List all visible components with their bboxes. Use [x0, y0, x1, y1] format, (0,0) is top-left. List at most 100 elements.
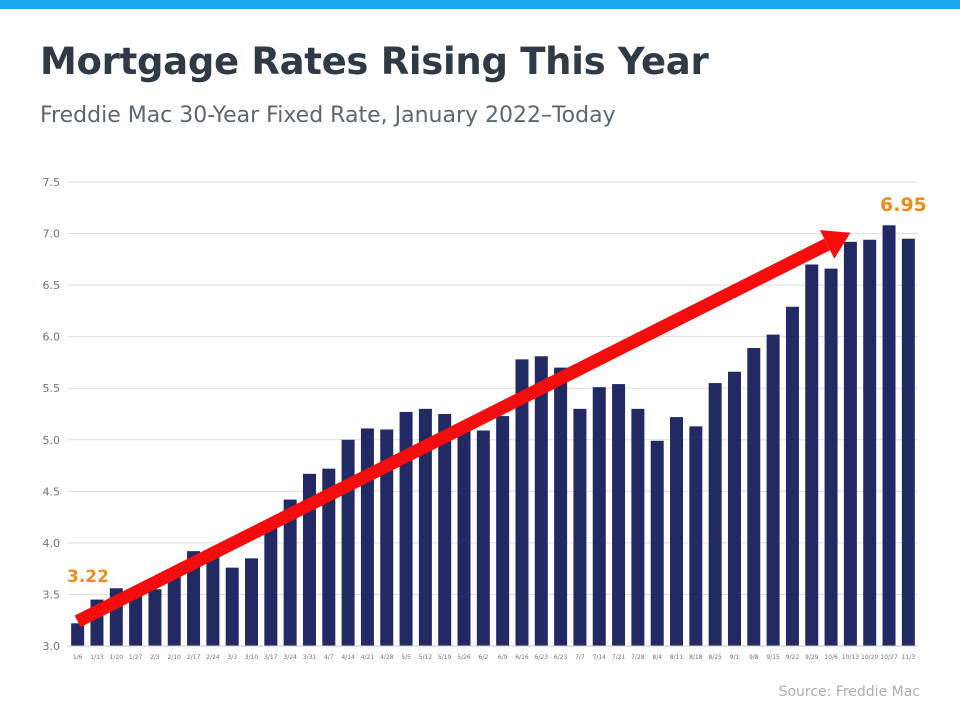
- x-tick-label: 5/5: [401, 654, 411, 661]
- bars: [71, 225, 915, 646]
- x-tick-label: 10/27: [880, 654, 897, 661]
- start-value-label: 3.22: [67, 567, 109, 587]
- y-axis-ticks: 3.0 3.5 4.0 4.5 5.0 5.5 6.0 6.5 7.0 7.5: [43, 176, 61, 653]
- bar: [264, 526, 278, 646]
- x-tick-label: 1/20: [110, 654, 124, 661]
- bar: [843, 241, 857, 646]
- end-value-label: 6.95: [880, 194, 927, 216]
- x-tick-label: 6/23: [535, 654, 549, 661]
- bar: [650, 440, 664, 646]
- bar: [225, 567, 239, 646]
- x-tick-label: 7/21: [612, 654, 626, 661]
- bar: [747, 348, 761, 646]
- page-subtitle: Freddie Mac 30-Year Fixed Rate, January …: [40, 103, 616, 128]
- x-tick-label: 4/14: [341, 654, 355, 661]
- bar: [360, 428, 374, 646]
- x-tick-label: 10/6: [824, 654, 838, 661]
- bar: [554, 367, 568, 646]
- bar: [863, 239, 877, 646]
- bar: [167, 574, 181, 646]
- x-tick-label: 2/3: [150, 654, 160, 661]
- y-tick-label: 4.5: [43, 485, 61, 498]
- x-tick-label: 8/25: [708, 654, 722, 661]
- bar: [399, 411, 413, 646]
- bar: [805, 264, 819, 646]
- x-tick-label: 10/13: [842, 654, 859, 661]
- bar: [457, 429, 471, 646]
- source-note: Source: Freddie Mac: [778, 684, 920, 700]
- x-tick-label: 9/1: [730, 654, 740, 661]
- x-tick-label: 3/10: [245, 654, 259, 661]
- bar: [245, 558, 259, 646]
- x-tick-label: 10/20: [861, 654, 878, 661]
- x-tick-label: 7/7: [575, 654, 585, 661]
- bar: [418, 408, 432, 646]
- bar: [148, 589, 162, 646]
- x-tick-label: 7/14: [593, 654, 607, 661]
- y-tick-label: 6.5: [43, 279, 61, 292]
- bar: [302, 473, 316, 646]
- bar: [612, 384, 626, 646]
- x-axis-ticks: 1/6 1/13 1/20 1/27 2/3 2/10 2/17 2/24 3/3 3/10 3/1…: [68, 645, 918, 661]
- bar: [785, 306, 799, 646]
- trend-arrow-group: [74, 230, 851, 628]
- x-tick-label: 7/28: [631, 654, 645, 661]
- x-tick-label: 2/17: [187, 654, 201, 661]
- x-tick-label: 8/4: [652, 654, 662, 661]
- x-tick-label: 8/18: [689, 654, 703, 661]
- y-tick-label: 3.0: [43, 640, 61, 653]
- bar: [476, 430, 490, 646]
- x-tick-label: 1/13: [90, 654, 104, 661]
- x-tick-label: 2/10: [168, 654, 182, 661]
- bar: [283, 499, 297, 646]
- bar: [380, 429, 394, 646]
- y-tick-label: 4.0: [43, 537, 61, 550]
- bar: [766, 334, 780, 646]
- x-tick-label: 9/15: [766, 654, 780, 661]
- trend-arrow-shaft: [74, 238, 831, 628]
- bar: [689, 426, 703, 646]
- x-tick-label: 5/26: [457, 654, 471, 661]
- bar: [187, 551, 201, 646]
- bar: [71, 623, 85, 646]
- bar: [901, 238, 915, 646]
- bar: [573, 408, 587, 646]
- x-tick-label: 6/9: [498, 654, 508, 661]
- bar: [727, 371, 741, 646]
- bar: [515, 359, 529, 646]
- x-tick-label: 4/7: [324, 654, 334, 661]
- x-tick-label: 1/27: [129, 654, 143, 661]
- x-tick-label: 6/2: [479, 654, 489, 661]
- x-tick-label: 1/6: [73, 654, 83, 661]
- trend-arrow-head: [819, 230, 851, 259]
- bar: [129, 589, 143, 646]
- bar: [670, 417, 684, 646]
- x-tick-label: 9/8: [749, 654, 759, 661]
- x-tick-label: 3/31: [303, 654, 317, 661]
- x-tick-label: 5/19: [438, 654, 452, 661]
- x-tick-label: 4/28: [380, 654, 394, 661]
- callout-labels: 3.22 6.95: [67, 194, 927, 587]
- bar: [708, 383, 722, 646]
- bar: [534, 356, 548, 646]
- page-title: Mortgage Rates Rising This Year: [40, 40, 709, 83]
- bar: [341, 439, 355, 646]
- x-tick-label: 3/17: [264, 654, 278, 661]
- bar: [824, 268, 838, 646]
- bar: [882, 225, 896, 646]
- x-tick-label: 9/22: [786, 654, 800, 661]
- y-tick-label: 7.0: [43, 228, 61, 241]
- bar: [631, 408, 645, 646]
- x-tick-label: 3/24: [283, 654, 297, 661]
- x-tick-label: 8/11: [670, 654, 684, 661]
- y-tick-label: 3.5: [43, 588, 61, 601]
- x-tick-label: 4/21: [361, 654, 375, 661]
- bar: [438, 414, 452, 646]
- x-tick-label: 6/23: [554, 654, 568, 661]
- x-tick-label: 3/3: [227, 654, 237, 661]
- x-tick-label: 11/3: [902, 654, 916, 661]
- top-accent-bar: [0, 0, 960, 9]
- x-tick-label: 9/29: [805, 654, 819, 661]
- y-tick-label: 5.5: [43, 382, 61, 395]
